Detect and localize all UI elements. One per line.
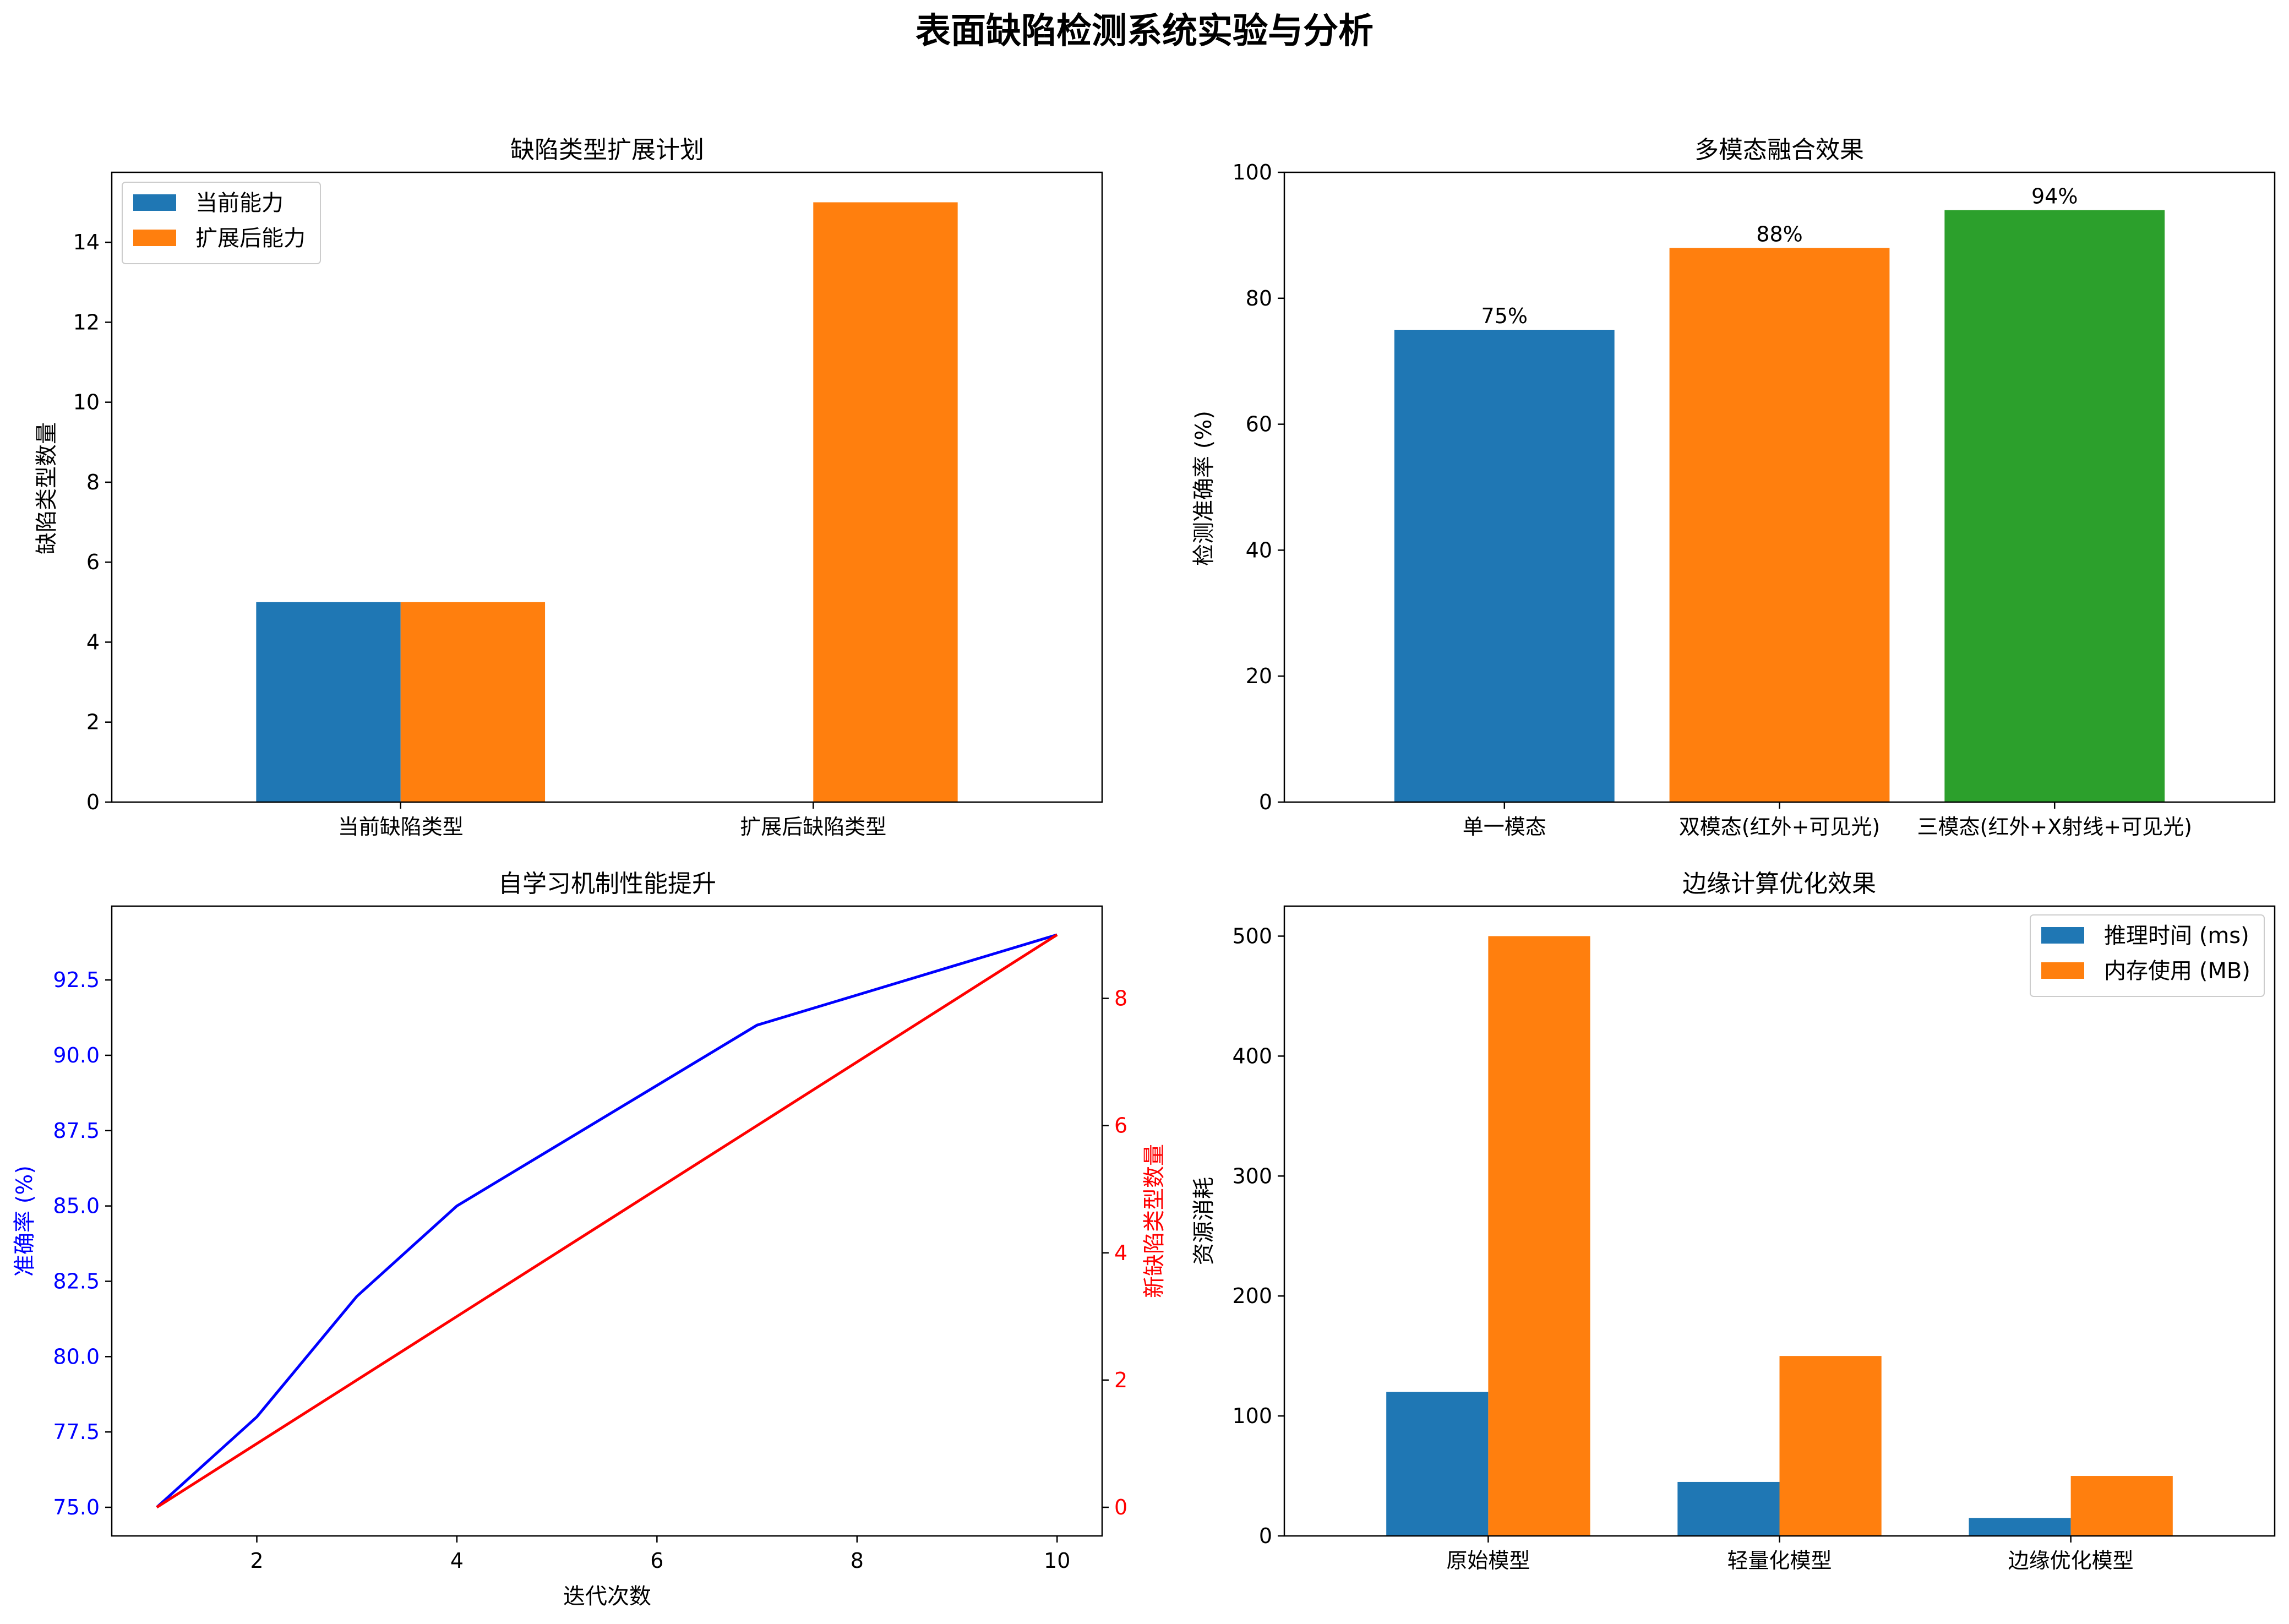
x-axis-edge-tick-label: 轻量化模型 bbox=[1727, 1549, 1832, 1573]
y-axis-left-selflearning-tick-label: 92.5 bbox=[53, 968, 100, 992]
legend-expansion: 当前能力 扩展后能力 bbox=[122, 182, 321, 264]
y-axis-left-selflearning-tick-label: 87.5 bbox=[53, 1119, 100, 1143]
plot-frame-edge bbox=[1283, 905, 2276, 1537]
y-axis-left-selflearning-tick-label: 85.0 bbox=[53, 1194, 100, 1218]
bar-value-label: 88% bbox=[1756, 222, 1802, 246]
bar-inference-time-2 bbox=[1969, 1518, 2071, 1536]
y-axis-expansion-tick-label: 8 bbox=[86, 470, 100, 494]
bar-memory-2 bbox=[2070, 1476, 2173, 1536]
bar-accuracy-2 bbox=[1944, 210, 2165, 802]
x-axis-multimodal-tick-label: 双模态(红外+可见光) bbox=[1679, 815, 1881, 839]
bar-memory-1 bbox=[1779, 1356, 1882, 1536]
y-axis-edge-tick-label: 200 bbox=[1232, 1284, 1272, 1308]
x-axis-selflearning-tick-label: 2 bbox=[250, 1549, 263, 1573]
x-axis-selflearning-tick-label: 8 bbox=[851, 1549, 864, 1573]
y-axis-left-selflearning-tick-label: 82.5 bbox=[53, 1269, 100, 1293]
x-axis-selflearning-tick-label: 6 bbox=[650, 1549, 663, 1573]
plot-frame-expansion bbox=[111, 171, 1103, 803]
x-axis-label-selflearning: 迭代次数 bbox=[563, 1584, 651, 1609]
legend-swatch-current bbox=[133, 194, 176, 211]
y-axis-multimodal-tick-label: 20 bbox=[1246, 664, 1272, 688]
plot-frame-selflearning bbox=[111, 905, 1103, 1537]
y-axis-expansion-tick-label: 4 bbox=[86, 630, 100, 654]
y-axis-edge-tick-label: 400 bbox=[1232, 1044, 1272, 1068]
legend-label-expanded: 扩展后能力 bbox=[195, 226, 306, 251]
chart-title-expansion: 缺陷类型扩展计划 bbox=[510, 136, 704, 164]
x-axis-expansion-tick-label: 当前缺陷类型 bbox=[338, 815, 464, 839]
x-axis-edge-tick-label: 边缘优化模型 bbox=[2008, 1549, 2134, 1573]
y-axis-expansion-tick-label: 12 bbox=[73, 310, 100, 334]
y-axis-expansion-tick-label: 2 bbox=[86, 710, 100, 734]
y-axis-multimodal-tick-label: 60 bbox=[1246, 412, 1272, 437]
y-axis-expansion-tick-label: 10 bbox=[73, 390, 100, 415]
bar-value-label: 75% bbox=[1481, 304, 1528, 328]
y-axis-left-selflearning-tick-label: 80.0 bbox=[53, 1344, 100, 1369]
y-axis-expansion-tick-label: 14 bbox=[73, 230, 100, 254]
line-new-defect-types bbox=[156, 933, 1058, 1509]
bar-current-0 bbox=[256, 602, 401, 802]
legend-swatch-memory bbox=[2041, 962, 2084, 979]
bar-expanded-0 bbox=[400, 602, 546, 802]
bar-accuracy-1 bbox=[1669, 248, 1890, 802]
y-axis-expansion-tick-label: 0 bbox=[86, 790, 100, 814]
bar-inference-time-1 bbox=[1677, 1481, 1780, 1536]
x-axis-selflearning-tick-label: 4 bbox=[450, 1549, 464, 1573]
chart-panel-multimodal: 多模态融合效果 检测准确率 (%) 75% 88% 94% 0 20 40 60 80 100 单… bbox=[1191, 136, 2276, 839]
y-axis-label-right-selflearning: 新缺陷类型数量 bbox=[1142, 1144, 1167, 1298]
plot-frame-multimodal bbox=[1283, 171, 2276, 803]
y-axis-edge-tick-label: 100 bbox=[1232, 1404, 1272, 1428]
chart-panel-edge: 边缘计算优化效果 资源消耗 0 100 200 300 400 500 原始模型 轻量化模型 边… bbox=[1191, 870, 2276, 1573]
y-axis-multimodal-tick-label: 0 bbox=[1259, 790, 1272, 814]
x-axis-selflearning-tick-label: 10 bbox=[1044, 1549, 1070, 1573]
chart-title-selflearning: 自学习机制性能提升 bbox=[498, 870, 716, 898]
y-axis-right-selflearning-tick-label: 2 bbox=[1114, 1368, 1127, 1392]
y-axis-left-selflearning-tick-label: 75.0 bbox=[53, 1495, 100, 1519]
legend-swatch-expanded bbox=[133, 230, 176, 246]
y-axis-right-selflearning-tick-label: 0 bbox=[1114, 1495, 1127, 1519]
y-axis-edge-tick-label: 500 bbox=[1232, 924, 1272, 948]
y-axis-right-selflearning-tick-label: 8 bbox=[1114, 987, 1127, 1011]
y-axis-edge-tick-label: 300 bbox=[1232, 1164, 1272, 1188]
x-axis-multimodal-tick-label: 单一模态 bbox=[1463, 815, 1546, 839]
bar-inference-time-0 bbox=[1386, 1392, 1489, 1536]
chart-panel-expansion: 缺陷类型扩展计划 缺陷类型数量 0 2 4 6 8 10 12 14 当前缺陷类型 扩展后缺陷类型… bbox=[34, 136, 1103, 839]
y-axis-label-left-selflearning: 准确率 (%) bbox=[12, 1165, 37, 1277]
line-accuracy bbox=[156, 933, 1058, 1508]
bar-expanded-1 bbox=[813, 202, 958, 802]
y-axis-multimodal-tick-label: 80 bbox=[1246, 286, 1272, 310]
y-axis-right-selflearning-tick-label: 6 bbox=[1114, 1114, 1127, 1138]
legend-swatch-inference-time bbox=[2041, 927, 2084, 944]
legend-label-current: 当前能力 bbox=[195, 190, 284, 216]
y-axis-expansion-tick-label: 6 bbox=[86, 550, 100, 574]
x-axis-expansion-tick-label: 扩展后缺陷类型 bbox=[740, 815, 886, 839]
y-axis-left-selflearning-tick-label: 90.0 bbox=[53, 1043, 100, 1067]
y-axis-label-multimodal: 检测准确率 (%) bbox=[1191, 411, 1217, 566]
x-axis-multimodal-tick-label: 三模态(红外+X射线+可见光) bbox=[1917, 815, 2192, 839]
figure-title: 表面缺陷检测系统实验与分析 bbox=[915, 11, 1374, 52]
y-axis-right-selflearning-tick-label: 4 bbox=[1114, 1241, 1127, 1265]
legend-label-memory: 内存使用 (MB) bbox=[2104, 958, 2250, 984]
legend-box bbox=[2030, 914, 2265, 997]
y-axis-multimodal-tick-label: 100 bbox=[1232, 160, 1272, 184]
bar-accuracy-0 bbox=[1394, 330, 1615, 802]
y-axis-edge-tick-label: 0 bbox=[1259, 1524, 1272, 1548]
legend-label-inference-time: 推理时间 (ms) bbox=[2104, 923, 2249, 949]
chart-title-multimodal: 多模态融合效果 bbox=[1694, 136, 1864, 164]
y-axis-multimodal-tick-label: 40 bbox=[1246, 538, 1272, 562]
y-axis-label-edge: 资源消耗 bbox=[1191, 1177, 1217, 1265]
x-axis-edge-tick-label: 原始模型 bbox=[1446, 1549, 1530, 1573]
y-axis-label-expansion: 缺陷类型数量 bbox=[34, 422, 59, 554]
chart-panel-selflearning: 自学习机制性能提升 准确率 (%) 新缺陷类型数量 迭代次数 75.0 77.5 8… bbox=[12, 870, 1167, 1609]
bar-value-label: 94% bbox=[2031, 184, 2078, 209]
legend-edge: 推理时间 (ms) 内存使用 (MB) bbox=[2030, 914, 2265, 997]
y-axis-left-selflearning-tick-label: 77.5 bbox=[53, 1420, 100, 1444]
bar-memory-0 bbox=[1488, 936, 1590, 1536]
chart-title-edge: 边缘计算优化效果 bbox=[1682, 870, 1876, 898]
